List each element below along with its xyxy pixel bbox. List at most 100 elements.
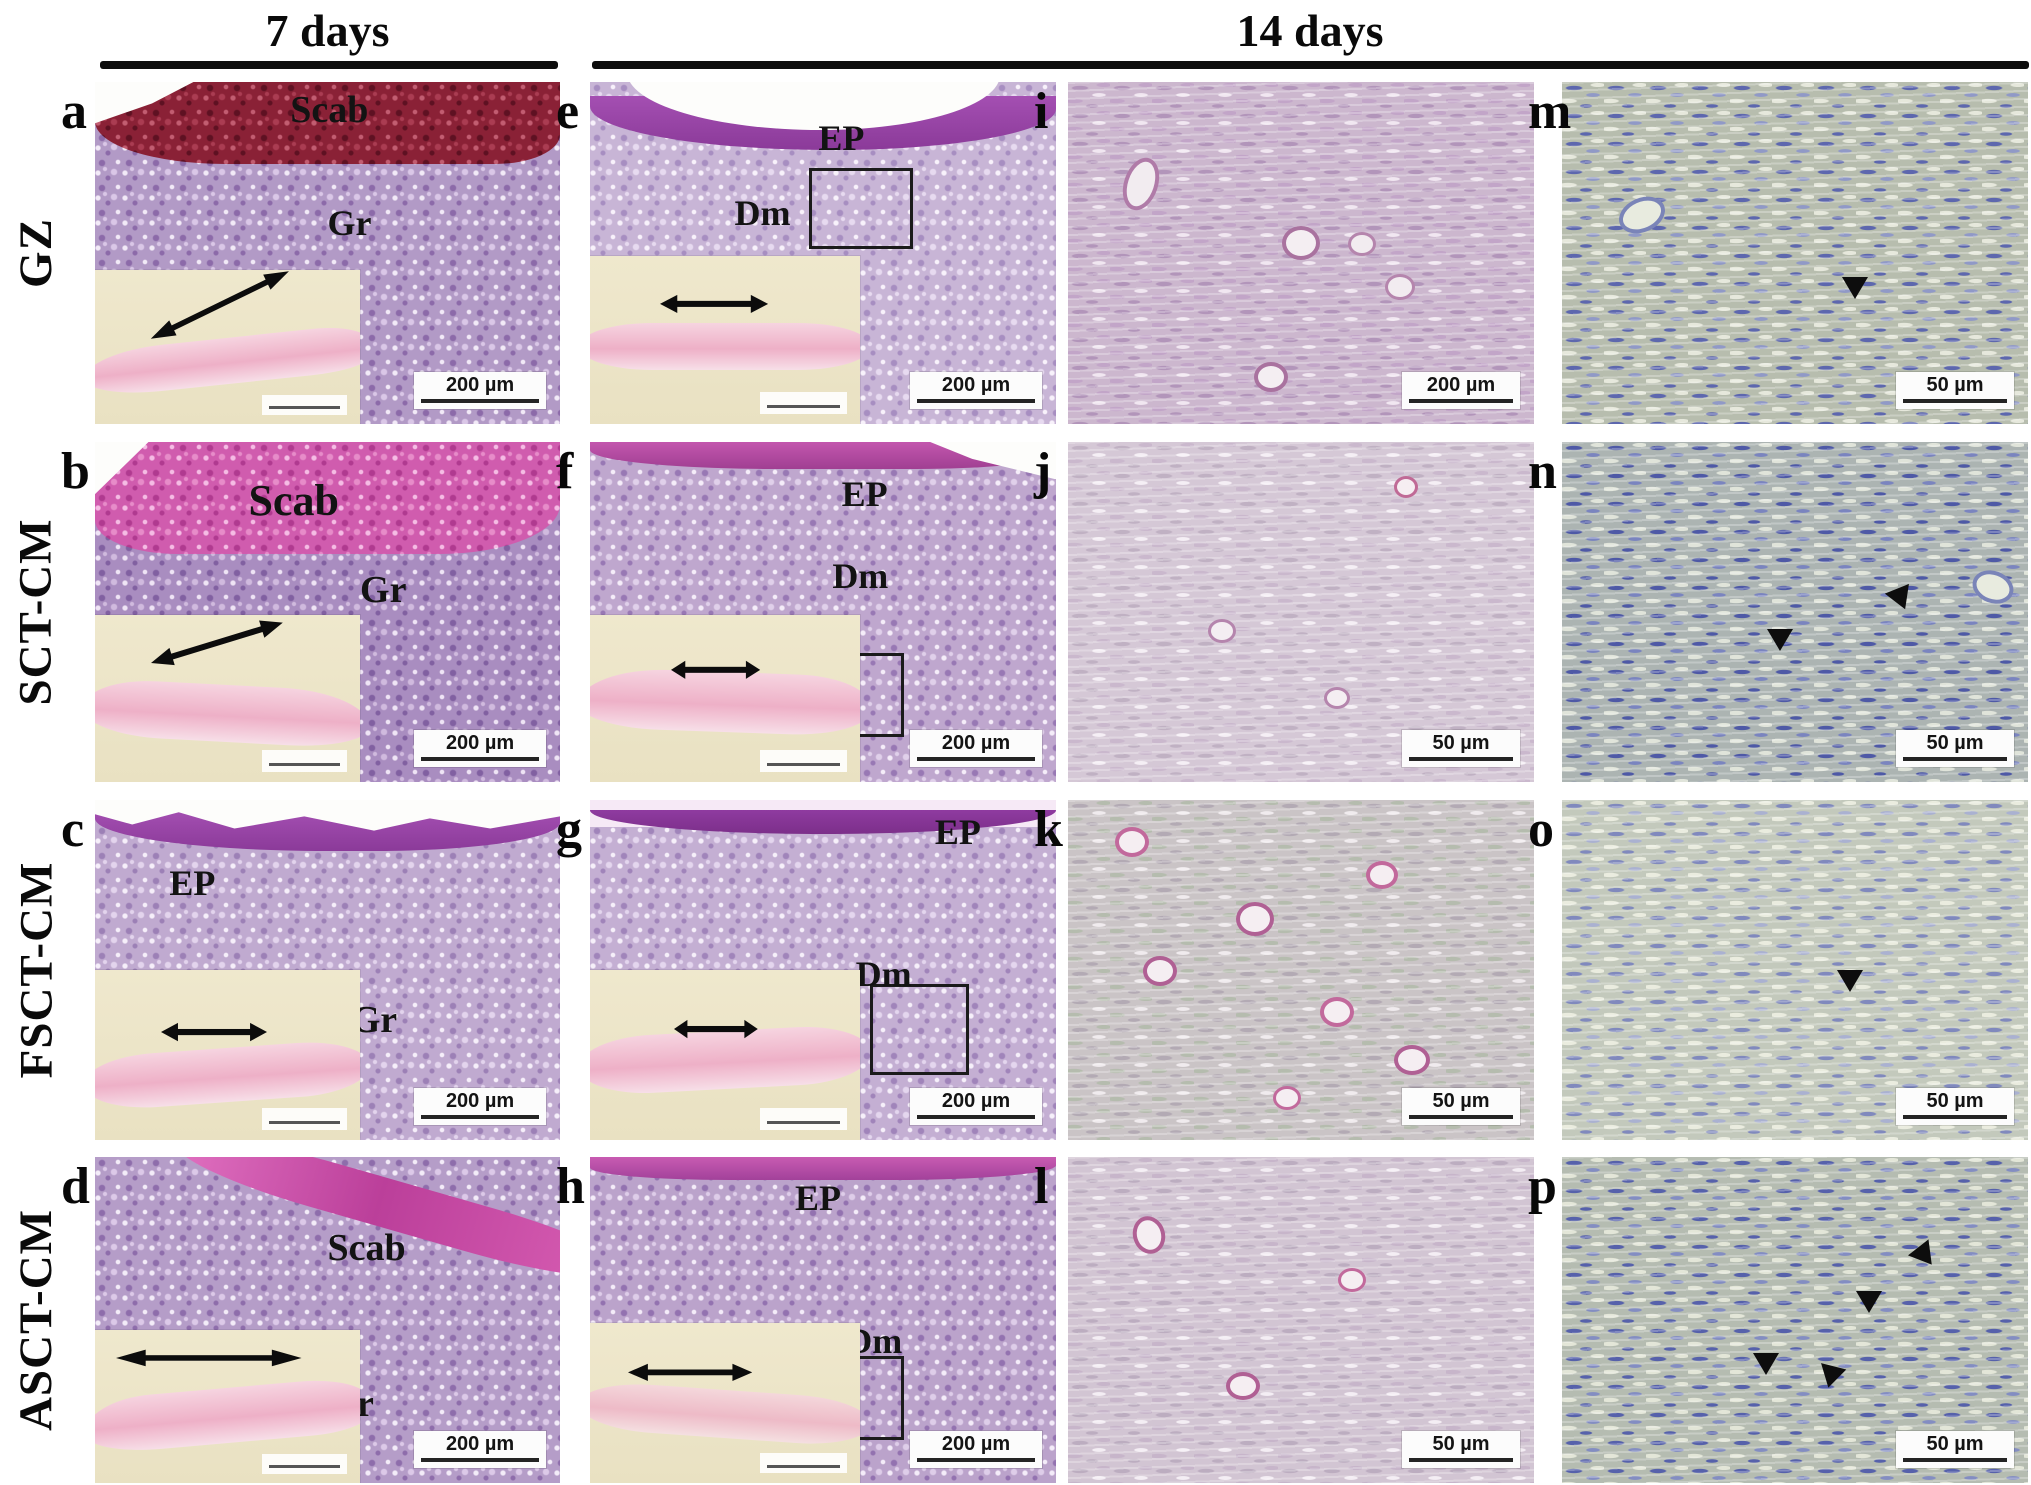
- inset-scale-bar: [261, 1453, 347, 1474]
- micrograph-he-highmag: 50 µm: [1068, 800, 1534, 1140]
- inset-scale-bar: [760, 392, 847, 414]
- scale-bar-label: 50 µm: [1926, 1089, 1984, 1112]
- macro-inset: [95, 615, 361, 782]
- scale-bar-label: 50 µm: [1432, 1433, 1490, 1456]
- panel-letter: a: [61, 83, 87, 140]
- macro-inset: [95, 1329, 361, 1483]
- scale-bar-line: [421, 398, 540, 403]
- annotation-gr: Gr: [327, 203, 372, 244]
- micrograph-he-highmag: 200 µm: [1068, 82, 1534, 424]
- vessel: [1235, 902, 1274, 936]
- double-arrow-icon: [671, 660, 761, 679]
- micrograph-toluidine-blue: 50 µm: [1562, 800, 2028, 1140]
- row-label-text: SCT-CM: [10, 518, 63, 706]
- skin-strip: [590, 323, 861, 371]
- scale-bar: 50 µm: [1402, 1087, 1521, 1125]
- panel-j: j 50 µm: [1034, 442, 1534, 782]
- vessel: [1273, 1085, 1302, 1110]
- micrograph-he-dermis: EP Dm 200 µm: [590, 800, 1056, 1140]
- scale-bar: 200 µm: [414, 1431, 547, 1469]
- panel-letter: h: [556, 1158, 585, 1215]
- scale-bar: 200 µm: [414, 1087, 547, 1125]
- arrowhead-marker: [1753, 1352, 1780, 1375]
- panel-letter: b: [61, 443, 90, 500]
- vessel: [1338, 1267, 1367, 1292]
- scab-region: [95, 442, 560, 555]
- panel-letter: l: [1034, 1158, 1049, 1215]
- micrograph-he-highmag: 50 µm: [1068, 1157, 1534, 1483]
- scale-bar-label: 200 µm: [445, 1089, 515, 1112]
- scale-bar-line: [917, 1114, 1036, 1119]
- vessel: [1207, 618, 1236, 643]
- panel-letter: n: [1528, 443, 1557, 500]
- macro-inset: [590, 615, 861, 782]
- panel-letter: j: [1034, 443, 1052, 500]
- inset-scale-bar: [760, 750, 847, 773]
- skin-strip: [95, 322, 361, 399]
- micrograph-he-epithelium: EP Gr 200 µm: [95, 800, 560, 1140]
- scale-bar: 50 µm: [1896, 729, 2015, 767]
- panel-letter: g: [556, 801, 582, 858]
- header-rule-7-days: [100, 61, 558, 69]
- row-label-text: FSCT-CM: [10, 861, 62, 1079]
- macro-inset: [95, 970, 361, 1140]
- scale-bar-label: 200 µm: [1426, 373, 1496, 396]
- vessel: [1967, 564, 2019, 610]
- micrograph-he-dermis: EP Dm 200 µm: [590, 442, 1056, 782]
- scale-bar-line: [1409, 756, 1514, 761]
- arrowhead-marker: [1885, 584, 1918, 615]
- annotation-scab: Scab: [248, 476, 339, 526]
- macro-inset: [590, 970, 861, 1140]
- inset-scale-bar: [261, 1107, 347, 1130]
- scale-bar: 200 µm: [414, 371, 547, 409]
- panel-g: g EP Dm 200 µm: [556, 800, 1056, 1140]
- inset-scale-bar: [261, 750, 347, 773]
- scale-bar-line: [1903, 1458, 2008, 1463]
- scale-bar-label: 50 µm: [1926, 1433, 1984, 1456]
- scale-bar-label: 50 µm: [1926, 373, 1984, 396]
- micrograph-he-dermis: EP Dm 200 µm: [590, 1157, 1056, 1483]
- double-arrow-icon: [161, 1022, 268, 1042]
- micrograph-he-dermis: EP Dm 200 µm: [590, 82, 1056, 424]
- macro-inset: [590, 256, 861, 424]
- panel-k: k 50 µm: [1034, 800, 1534, 1140]
- annotation-scab: Scab: [290, 88, 369, 131]
- vessel: [1114, 827, 1149, 858]
- skin-strip: [95, 1038, 361, 1113]
- inset-scale-bar: [760, 1107, 847, 1130]
- panel-c: c EP Gr 200 µm: [61, 800, 560, 1140]
- scab-region: [95, 82, 560, 165]
- epidermis-band: [590, 1157, 1056, 1180]
- scale-bar: 50 µm: [1896, 1087, 2015, 1125]
- panel-letter: d: [61, 1158, 90, 1215]
- skin-strip: [95, 677, 361, 750]
- scale-bar: 200 µm: [414, 729, 547, 767]
- row-label-text: ASCT-CM: [10, 1208, 63, 1432]
- roi-rectangle: [869, 983, 969, 1075]
- scale-bar: 200 µm: [910, 371, 1043, 409]
- scale-bar-line: [917, 398, 1036, 403]
- panel-letter: f: [556, 443, 574, 500]
- scale-bar-label: 200 µm: [445, 1433, 515, 1456]
- double-arrow-icon: [150, 271, 289, 339]
- panel-letter: i: [1034, 83, 1049, 140]
- scale-bar: 200 µm: [910, 1431, 1043, 1469]
- panel-e: e EP Dm 200 µm: [556, 82, 1056, 424]
- panel-n: n 50 µm: [1528, 442, 2028, 782]
- scale-bar-label: 50 µm: [1432, 731, 1490, 754]
- micrograph-toluidine-blue: 50 µm: [1562, 1157, 2028, 1483]
- row-label-text: GZ: [9, 218, 62, 288]
- scale-bar-line: [421, 1458, 540, 1463]
- panel-d: d Scab Gr 200 µm: [61, 1157, 560, 1483]
- scale-bar-label: 50 µm: [1432, 1089, 1490, 1112]
- scale-bar-label: 200 µm: [941, 1433, 1011, 1456]
- panel-i: i 200 µm: [1034, 82, 1534, 424]
- panel-letter: k: [1034, 801, 1063, 858]
- panel-f: f EP Dm 200 µm: [556, 442, 1056, 782]
- annotation-ep: EP: [818, 117, 865, 158]
- panel-letter: c: [61, 801, 85, 858]
- scale-bar: 50 µm: [1896, 371, 2015, 409]
- panel-p: p 50 µm: [1528, 1157, 2028, 1483]
- scale-bar-line: [1409, 1458, 1514, 1463]
- scale-bar-line: [1903, 756, 2008, 761]
